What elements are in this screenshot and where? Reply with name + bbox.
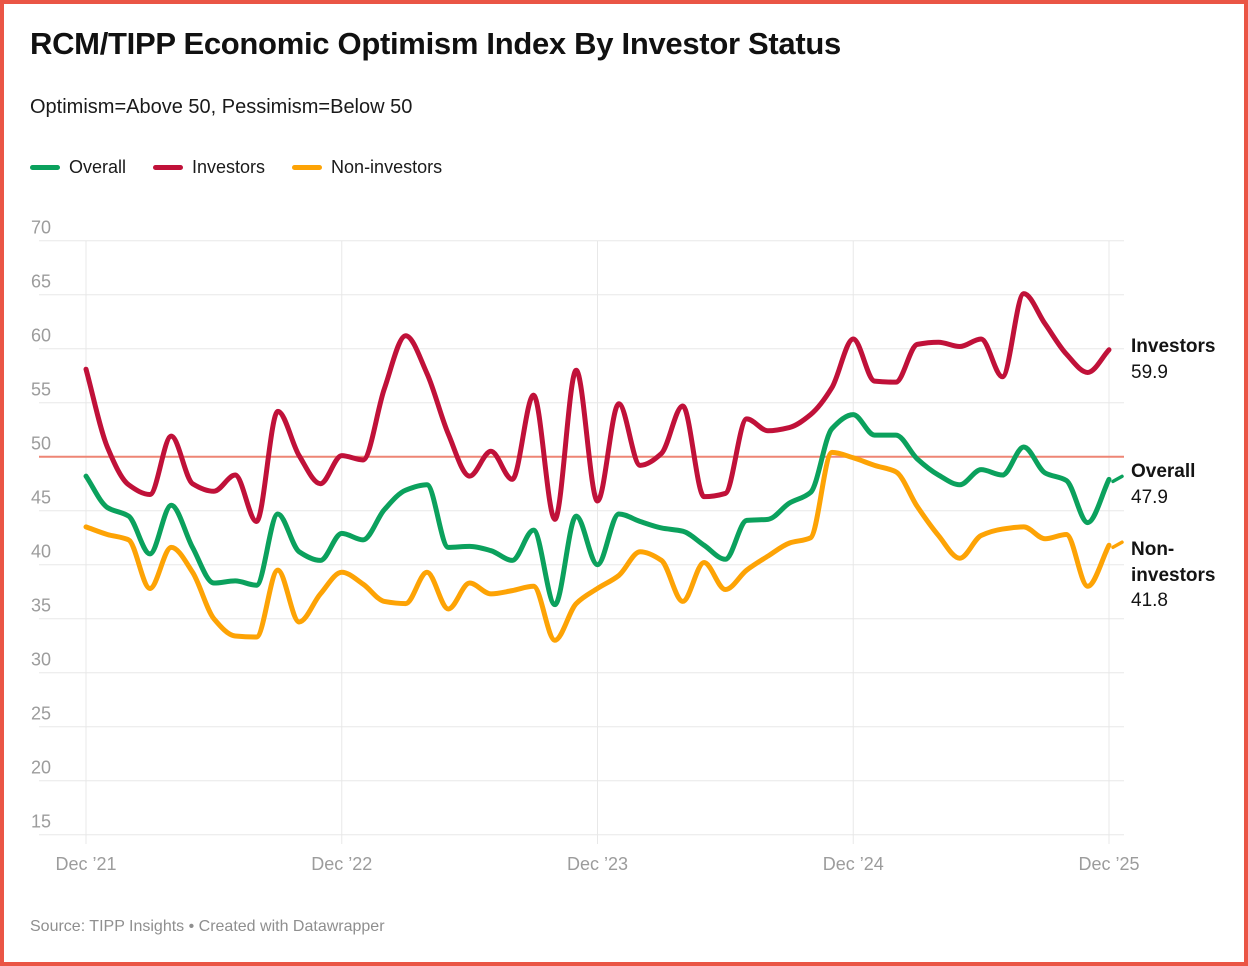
y-axis-tick-label: 55 [31, 380, 51, 400]
y-axis-tick-label: 70 [31, 218, 51, 238]
legend-item-non-investors: Non-investors [292, 157, 442, 178]
series-end-name-investors: Investors [1131, 336, 1216, 357]
x-axis-tick-label: Dec ’21 [55, 854, 116, 874]
y-axis-tick-label: 65 [31, 272, 51, 292]
y-axis-tick-label: 20 [31, 758, 51, 778]
legend-swatch-overall-icon [30, 165, 60, 170]
y-axis-tick-label: 15 [31, 812, 51, 832]
page-subtitle: Optimism=Above 50, Pessimism=Below 50 [30, 96, 413, 118]
series-line-overall [83, 412, 1112, 608]
legend: Overall Investors Non-investors [30, 157, 442, 178]
series-line-investors [83, 291, 1112, 524]
series-end-label-non-investors: Non-investors 41.8 [1131, 537, 1231, 612]
end-connector-overall [1111, 474, 1124, 484]
legend-label-non-investors: Non-investors [331, 157, 443, 177]
series-end-value-overall: 47.9 [1131, 486, 1168, 508]
x-axis-tick-label: Dec ’25 [1078, 854, 1139, 874]
series-end-value-investors: 59.9 [1131, 361, 1168, 383]
optimism-line-chart: 70 65 60 55 50 45 40 35 30 25 20 15 Dec ’21 Dec ’22 De… [31, 218, 1140, 874]
end-connector-non-investors [1111, 540, 1124, 550]
series-end-name-overall: Overall [1131, 461, 1196, 482]
source-note: Source: TIPP Insights • Created with Dat… [30, 918, 385, 935]
y-axis-tick-label: 35 [31, 596, 51, 616]
legend-label-overall: Overall [69, 157, 127, 177]
series-end-value-non-investors: 41.8 [1131, 590, 1168, 612]
y-axis-tick-label: 40 [31, 542, 51, 562]
legend-item-overall: Overall [30, 157, 126, 178]
x-axis-tick-label: Dec ’24 [823, 854, 884, 874]
series-end-name-non-investors: Non-investors [1131, 539, 1216, 586]
x-axis-tick-label: Dec ’23 [567, 854, 628, 874]
x-axis-tick-label: Dec ’22 [311, 854, 372, 874]
series-end-label-overall: Overall 47.9 [1131, 459, 1243, 509]
y-axis-tick-label: 50 [31, 434, 51, 454]
y-axis-tick-label: 60 [31, 326, 51, 346]
y-axis-tick-label: 25 [31, 704, 51, 724]
page-title: RCM/TIPP Economic Optimism Index By Inve… [30, 26, 841, 61]
y-axis-tick-label: 45 [31, 488, 51, 508]
legend-swatch-non-investors-icon [292, 165, 323, 170]
legend-label-investors: Investors [192, 157, 266, 177]
legend-swatch-investors-icon [153, 165, 184, 170]
y-axis-tick-label: 30 [31, 650, 51, 670]
legend-item-investors: Investors [153, 157, 265, 178]
series-end-label-investors: Investors 59.9 [1131, 334, 1243, 384]
series-line-non-investors [83, 449, 1112, 643]
